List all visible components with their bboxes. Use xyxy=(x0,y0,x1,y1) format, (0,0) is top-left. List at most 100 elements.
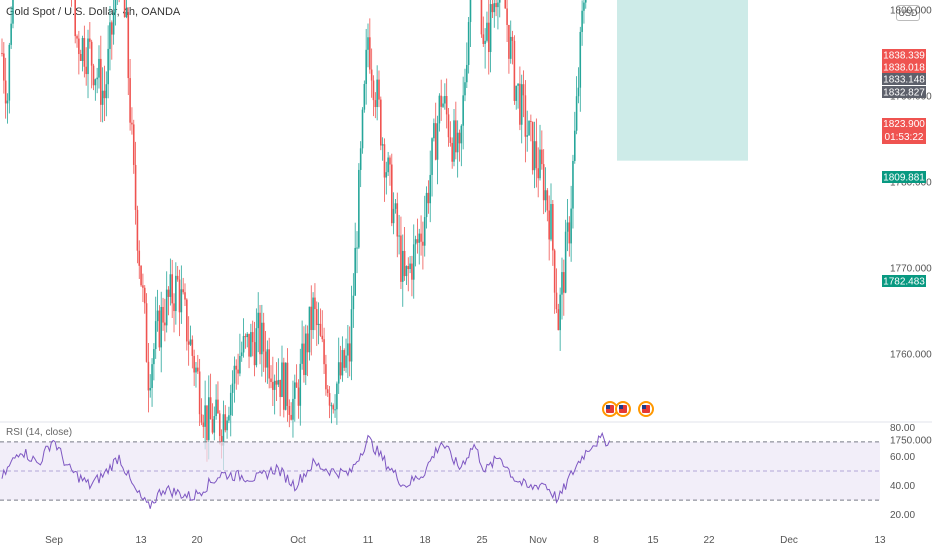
candle-body xyxy=(279,379,281,397)
candle-body xyxy=(359,148,362,170)
candle-body xyxy=(394,203,397,209)
time-tick-label: Nov xyxy=(529,535,547,546)
candle-body xyxy=(211,419,214,433)
candle-body xyxy=(131,122,133,125)
candle-body xyxy=(531,121,534,171)
candle-body xyxy=(563,272,565,293)
candle-body xyxy=(347,343,349,356)
candle-body xyxy=(147,361,150,391)
candlestick-series xyxy=(1,0,587,471)
candle-body xyxy=(6,100,9,104)
candle-body xyxy=(573,130,576,161)
us-flag-event-icon[interactable] xyxy=(602,401,618,417)
candle-body xyxy=(262,322,265,352)
chart-title: Gold Spot / U.S. Dollar, 4h, OANDA xyxy=(6,6,181,18)
candle-body xyxy=(109,22,111,49)
candle-body xyxy=(297,387,300,406)
candle-body xyxy=(207,397,210,440)
price-tick-label: 1750.000 xyxy=(890,436,932,447)
candle-body xyxy=(123,0,126,18)
candle-body xyxy=(85,66,87,75)
candle-body xyxy=(370,69,373,81)
candle-body xyxy=(550,204,552,240)
target-area-2 xyxy=(617,0,748,161)
candle-body xyxy=(577,87,580,97)
time-tick-label: 15 xyxy=(647,535,659,546)
candle-body xyxy=(466,64,468,83)
candle-body xyxy=(390,164,393,224)
candle-body xyxy=(200,414,203,423)
candle-body xyxy=(418,233,421,243)
candle-body xyxy=(127,12,130,79)
candle-body xyxy=(162,306,164,323)
candle-body xyxy=(541,149,543,165)
rsi-band xyxy=(0,441,880,501)
candle-body xyxy=(191,339,194,356)
candle-body xyxy=(436,123,439,160)
time-tick-label: 13 xyxy=(874,535,886,546)
us-flag-event-icon[interactable] xyxy=(638,401,654,417)
candle-body xyxy=(217,399,219,414)
candle-body xyxy=(455,120,457,153)
candle-body xyxy=(376,79,378,108)
candle-body xyxy=(233,365,236,384)
candle-body xyxy=(251,332,254,343)
candle-body xyxy=(442,103,444,107)
price-badge xyxy=(882,86,926,98)
candle-body xyxy=(112,12,115,35)
candle-body xyxy=(145,303,148,362)
candle-body xyxy=(493,3,496,13)
candle-body xyxy=(422,241,424,246)
short-position-tool[interactable] xyxy=(617,0,748,161)
candle-body xyxy=(537,168,539,179)
candle-body xyxy=(165,289,168,326)
candle-body xyxy=(539,149,541,179)
candle-body xyxy=(273,380,276,390)
candle-body xyxy=(136,209,139,251)
candle-body xyxy=(81,38,84,61)
candle-body xyxy=(187,341,190,345)
candle-body xyxy=(363,83,366,110)
candle-body xyxy=(1,53,3,54)
currency-button[interactable]: USD xyxy=(896,5,920,21)
candle-body xyxy=(526,135,529,137)
time-axis[interactable]: Sep 13 20 Oct 11 18 25 Nov 8 15 22 Dec 13 xyxy=(45,535,886,546)
candle-body xyxy=(566,222,569,232)
candle-body xyxy=(224,414,227,431)
candle-body xyxy=(570,208,572,244)
candle-body xyxy=(546,190,549,211)
candle-body xyxy=(389,157,391,165)
candle-body xyxy=(103,90,106,99)
candle-body xyxy=(339,362,342,376)
candle-body xyxy=(517,83,519,86)
candle-body xyxy=(151,364,153,388)
price-badge-label: 1833.148 xyxy=(883,75,925,86)
economic-events[interactable] xyxy=(602,401,654,417)
time-tick-label: 22 xyxy=(703,535,715,546)
candle-body xyxy=(182,289,184,293)
candle-body xyxy=(79,54,82,61)
candle-body xyxy=(328,393,331,406)
candle-body xyxy=(528,120,530,136)
candle-body xyxy=(520,84,523,125)
price-badge-label: 1809.881 xyxy=(883,173,925,184)
candle-body xyxy=(356,247,358,249)
price-badge xyxy=(882,171,926,183)
candle-body xyxy=(581,10,583,32)
candle-body xyxy=(447,114,450,138)
candle-body xyxy=(330,405,333,407)
candle-body xyxy=(469,0,472,23)
candle-body xyxy=(354,247,356,296)
candle-body xyxy=(414,239,417,245)
price-tick-label: 1800.000 xyxy=(890,6,932,17)
candle-body xyxy=(412,244,415,280)
candle-body xyxy=(239,356,241,374)
candle-body xyxy=(383,144,386,178)
candle-body xyxy=(568,222,571,244)
candle-body xyxy=(555,292,558,310)
us-flag-event-icon[interactable] xyxy=(615,401,631,417)
candle-body xyxy=(215,399,217,417)
candle-body xyxy=(583,2,585,11)
